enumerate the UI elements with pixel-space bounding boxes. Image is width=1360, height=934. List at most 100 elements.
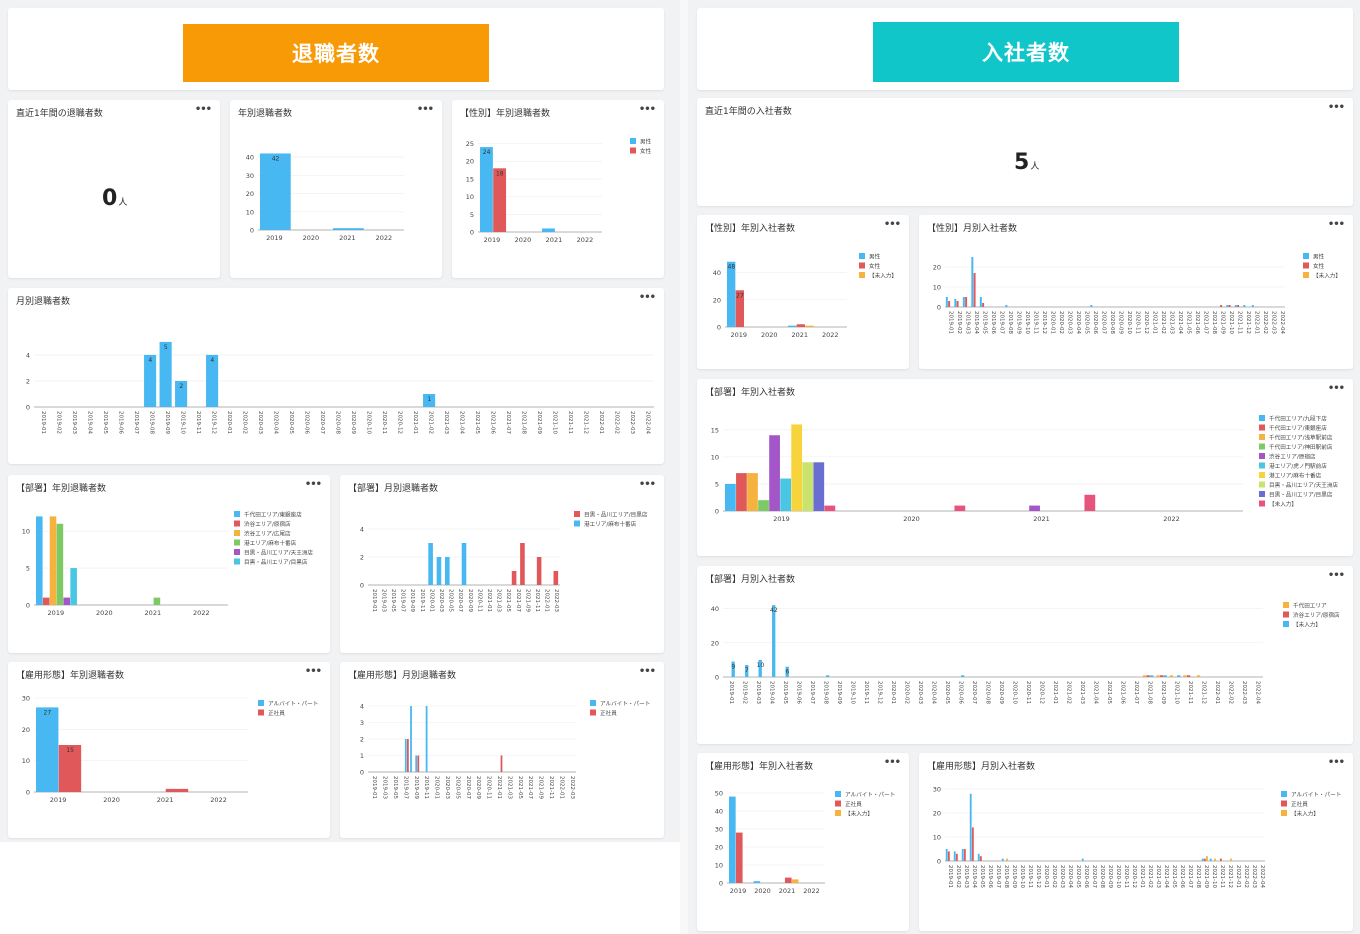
x-tick-label: 2020-05 (288, 411, 294, 434)
y-tick-label: 50 (715, 790, 723, 798)
bar (1090, 305, 1093, 307)
legend-label: 港エリア/麻布十番店 (584, 520, 637, 528)
bar (953, 851, 956, 861)
legend-label: 渋谷エリア/原宿店 (244, 520, 291, 528)
x-tick-label: 2019-09 (836, 681, 842, 704)
legend-swatch (1283, 611, 1289, 618)
card-title: 月別退職者数 (16, 297, 71, 307)
x-tick-label: 2019-02 (55, 411, 61, 434)
bar (824, 505, 836, 511)
y-tick-label: 40 (246, 154, 254, 162)
x-tick-label: 2020-05 (1083, 311, 1089, 334)
more-dots-icon[interactable]: ••• (304, 479, 322, 490)
x-tick-label: 2021-08 (520, 411, 526, 434)
bar (1226, 305, 1229, 307)
x-tick-label: 2020-01 (1049, 311, 1055, 334)
y-tick-label: 0 (470, 229, 474, 237)
bar (165, 788, 189, 792)
legend-swatch (859, 272, 865, 278)
x-tick-label: 2019-02 (741, 681, 747, 704)
bar (979, 297, 982, 307)
x-tick-label: 2022-02 (613, 411, 619, 434)
card-title: 【雇用形態】年別退職者数 (16, 671, 125, 681)
card-title: 【部署】月別入社者数 (705, 575, 796, 585)
bar (947, 851, 950, 861)
more-dots-icon[interactable]: ••• (1327, 757, 1345, 768)
x-tick-label: 2019-10 (849, 681, 855, 704)
more-dots-icon[interactable]: ••• (416, 104, 434, 115)
more-dots-icon[interactable]: ••• (883, 219, 901, 230)
x-tick-label: 2022-03 (1241, 681, 1247, 704)
chart-card-retire-emp-month: 【雇用形態】月別退職者数 ••• 0 1 2 3 4 2019-01 2019-03 2019-0… (340, 662, 664, 838)
bar (784, 877, 792, 883)
bar (333, 228, 364, 230)
more-dots-icon[interactable]: ••• (194, 104, 212, 115)
y-tick-label: 10 (933, 284, 941, 292)
y-tick-label: 1 (360, 752, 364, 760)
x-tick-label: 2021-09 (1219, 311, 1225, 334)
x-tick-label: 2019-11 (423, 776, 429, 799)
data-label: 2 (179, 383, 183, 390)
bar (725, 483, 736, 511)
more-dots-icon[interactable]: ••• (1327, 102, 1345, 113)
x-tick-label: 2021-06 (1119, 681, 1125, 704)
legend-swatch (630, 147, 636, 154)
bar (954, 505, 966, 511)
x-tick-label: 2021-03 (1079, 681, 1085, 704)
bar (407, 739, 409, 772)
legend-label: 千代田エリア/東銀座店 (244, 511, 302, 519)
x-tick-label: 2019-07 (809, 681, 815, 704)
chart-svg: 0 2 4 2019-01 2019-03 2019-05 2019-07 2019-09 20… (360, 511, 648, 613)
more-dots-icon[interactable]: ••• (1327, 383, 1345, 394)
legend-label: 千代田エリア (1293, 602, 1327, 610)
more-dots-icon[interactable]: ••• (1327, 570, 1345, 581)
y-tick-label: 0 (937, 304, 941, 312)
bar (971, 257, 974, 307)
x-tick-label: 2020-02 (1051, 865, 1057, 888)
x-tick-label: 2019-11 (1027, 865, 1033, 888)
x-tick-label: 2020-05 (454, 776, 460, 799)
x-tick-label: 2021-03 (506, 776, 512, 799)
legend-label: 千代田エリア/浅草駅前店 (1269, 434, 1333, 442)
card-title: 直近1年間の退職者数 (16, 109, 103, 119)
bar (805, 325, 814, 327)
bar (175, 380, 188, 407)
retirement-banner: 退職者数 (183, 24, 489, 82)
retirement-header-card: 退職者数 (8, 8, 664, 90)
x-tick-label: 2021-09 (524, 589, 530, 612)
bar (736, 473, 747, 511)
more-dots-icon[interactable]: ••• (638, 479, 656, 490)
more-dots-icon[interactable]: ••• (638, 292, 656, 303)
legend-swatch (1303, 253, 1309, 259)
more-dots-icon[interactable]: ••• (638, 666, 656, 677)
bar (70, 568, 77, 605)
more-dots-icon[interactable]: ••• (304, 666, 322, 677)
data-label: 10 (757, 662, 765, 669)
legend-label: アルバイト・パート (845, 792, 895, 799)
chart-card-retire-month: 月別退職者数 ••• 0 2 4 4 5 2 4 1 2019-01 2019-02 2019-03 20… (8, 288, 664, 464)
more-dots-icon[interactable]: ••• (883, 757, 901, 768)
x-tick-label: 2019-04 (973, 311, 979, 334)
more-dots-icon[interactable]: ••• (638, 104, 656, 115)
bar (415, 755, 418, 772)
x-tick-label: 2021-02 (1065, 681, 1071, 704)
x-tick-label: 2020-09 (350, 411, 356, 434)
x-tick-label: 2019-10 (1024, 311, 1030, 334)
x-tick-label: 2019-06 (117, 411, 123, 434)
bar (1237, 305, 1240, 307)
bar (1230, 858, 1232, 861)
legend-label: 正社員 (268, 709, 285, 717)
bar (1203, 858, 1206, 861)
legend-label: 目黒・品川エリア/天王洲店 (244, 549, 313, 557)
bar (791, 424, 803, 511)
bar (1081, 858, 1084, 861)
x-tick-label: 2020-12 (396, 411, 402, 434)
x-tick-label: 2021-04 (458, 411, 464, 434)
bar (1219, 858, 1222, 861)
x-tick-label: 2019-09 (1015, 311, 1021, 334)
bar (36, 707, 59, 792)
bar (813, 462, 825, 511)
more-dots-icon[interactable]: ••• (1327, 219, 1345, 230)
chart-card-retire-emp-year: 【雇用形態】年別退職者数 ••• 0 10 20 30 27 15 2019 2020 2021 20… (8, 662, 330, 838)
